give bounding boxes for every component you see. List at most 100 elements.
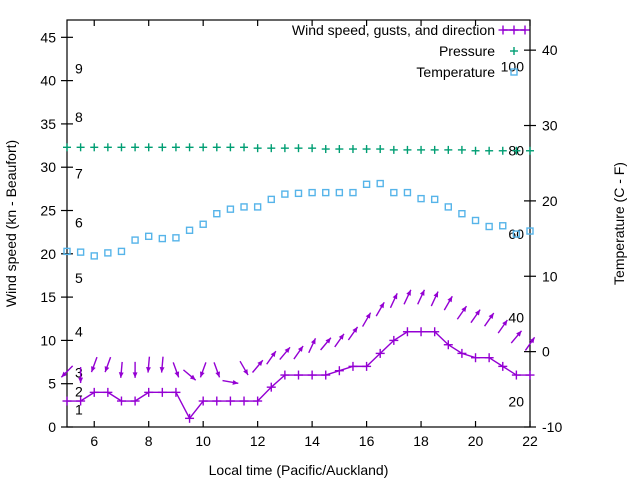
series-pressure (63, 143, 534, 155)
wind-direction-arrow (510, 330, 523, 344)
x-tick-label: 6 (90, 433, 98, 449)
y-axis-ticks: 0 5 10 15 20 25 30 35 40 45 (40, 29, 73, 435)
y2-tick-label: -10 (542, 419, 562, 435)
wind-direction-arrow (146, 356, 151, 373)
wind-direction-arrow (483, 312, 495, 327)
temperature-marker (63, 247, 71, 256)
wind-direction-arrow (334, 333, 345, 348)
arrow-head (392, 293, 398, 300)
arrow-head (257, 360, 263, 367)
x-tick-label: 12 (250, 433, 266, 449)
y-tick-label: 15 (40, 289, 56, 305)
temperature-marker (362, 180, 371, 189)
fahrenheit-scale-labels: 20406080100 (501, 59, 525, 410)
series-temperature (63, 179, 534, 260)
wind-direction-arrow (239, 360, 249, 376)
arrow-head (189, 374, 196, 381)
arrow-head (474, 309, 481, 316)
arrow-head (516, 330, 522, 337)
arrow-head (78, 377, 84, 384)
temperature-marker (104, 249, 112, 257)
temperature-marker (90, 252, 98, 260)
arrow-head (310, 338, 316, 345)
fahrenheit-label: 20 (508, 393, 524, 409)
temperature-marker (240, 203, 248, 211)
arrow-head (338, 333, 344, 340)
wind-direction-arrow (90, 356, 98, 373)
x-axis-ticks: 6 8 10 12 14 16 18 20 22 (90, 20, 538, 449)
temperature-marker (390, 188, 398, 197)
y2-tick-label: 30 (542, 118, 558, 134)
temperature-marker (526, 227, 534, 235)
temperature-marker (376, 179, 384, 188)
y-tick-label: 35 (40, 116, 56, 132)
temperature-marker (430, 195, 439, 204)
wind-direction-arrow (132, 361, 138, 378)
fahrenheit-label: 100 (501, 59, 525, 75)
temperature-marker (444, 203, 452, 211)
y-tick-label: 45 (40, 29, 56, 45)
beaufort-label: 9 (75, 60, 83, 76)
temperature-marker (512, 230, 521, 238)
temperature-marker (403, 188, 412, 197)
wind-direction-arrow (375, 301, 385, 317)
temperature-marker (185, 226, 194, 234)
temperature-marker (308, 188, 316, 197)
temperature-marker (499, 222, 507, 230)
temperature-marker (417, 194, 425, 203)
wind-direction-arrow (470, 309, 481, 324)
wind-direction-arrow (213, 362, 221, 378)
x-tick-label: 8 (145, 433, 153, 449)
arrow-head (243, 369, 249, 376)
legend-label: Pressure (439, 43, 495, 59)
wind-direction-arrow (60, 365, 74, 378)
arrow-head (297, 345, 304, 352)
temperature-marker (145, 232, 153, 241)
temperature-marker (471, 216, 480, 225)
arrow-head (365, 312, 371, 319)
fahrenheit-label: 40 (508, 310, 524, 326)
y-tick-label: 40 (40, 73, 56, 89)
x-tick-label: 10 (195, 433, 211, 449)
wind-direction-arrow (524, 336, 536, 351)
beaufort-label: 1 (75, 402, 83, 418)
y-tick-label: 25 (40, 203, 56, 219)
wind-direction-arrow (293, 345, 304, 360)
wind-direction-arrow (266, 350, 277, 365)
x-tick-label: 22 (522, 433, 538, 449)
plot-border (66, 19, 531, 428)
chart-legend: Wind speed, gusts, and direction Pressure… (292, 22, 530, 80)
x-axis-label: Local time (Pacific/Auckland) (209, 462, 389, 478)
temperature-marker (76, 248, 85, 256)
arrow-head (91, 366, 96, 373)
arrow-head (406, 289, 411, 296)
arrow-head (325, 337, 331, 344)
wind-direction-arrow (347, 326, 359, 341)
temperature-marker (281, 190, 289, 198)
x-tick-label: 14 (304, 433, 320, 449)
y-tick-label: 30 (40, 159, 56, 175)
temperature-marker (172, 234, 180, 242)
wind-direction-arrow (417, 289, 426, 305)
wind-direction-arrow (104, 356, 112, 373)
y2-tick-label: 40 (542, 42, 558, 58)
x-tick-label: 20 (468, 433, 484, 449)
wind-direction-arrow (430, 291, 439, 307)
arrow-head (284, 347, 291, 354)
arrow-head (215, 371, 220, 378)
arrow-head (174, 371, 180, 378)
arrow-head (61, 371, 67, 378)
y-tick-label: 5 (48, 376, 56, 392)
arrow-head (159, 366, 165, 373)
arrow-head (529, 337, 535, 344)
temperature-marker (294, 189, 303, 198)
wind-direction-arrows (60, 289, 536, 385)
beaufort-label: 6 (75, 215, 83, 231)
wind-direction-arrow (159, 356, 165, 373)
temperature-marker (458, 210, 466, 218)
temperature-marker (335, 188, 344, 197)
arrow-head (146, 366, 151, 373)
beaufort-label: 7 (75, 165, 83, 181)
x-tick-label: 16 (359, 433, 375, 449)
